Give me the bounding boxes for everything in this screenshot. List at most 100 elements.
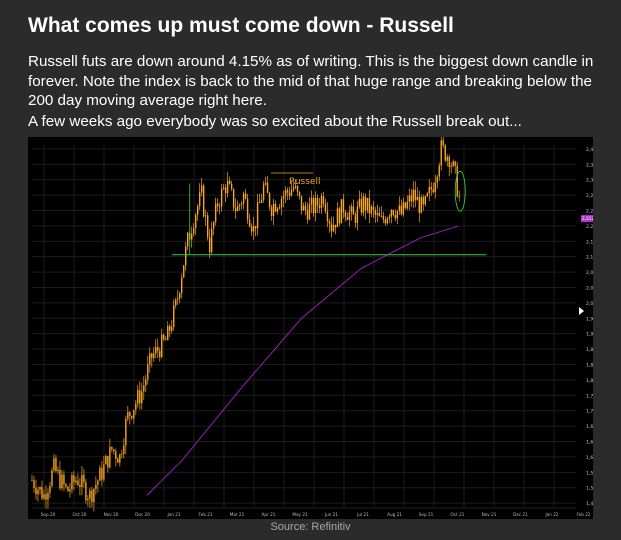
candle-body	[143, 385, 145, 392]
candle-body	[458, 196, 460, 198]
candle-body	[222, 187, 225, 190]
candle-body	[254, 226, 257, 229]
x-tick-label: Jul 21	[356, 512, 369, 517]
y-tick-label: 2,200	[586, 224, 593, 230]
candle-body	[37, 489, 39, 495]
candle-body	[444, 145, 446, 161]
y-tick-label: 2,040	[586, 285, 593, 291]
x-tick-label: Jan 22	[544, 512, 558, 517]
candle-body	[314, 198, 317, 214]
candle-body	[392, 210, 395, 216]
candle-body	[109, 446, 111, 468]
candle-body	[161, 334, 163, 358]
y-tick-label: 1,880	[586, 347, 593, 353]
candle-body	[43, 494, 45, 499]
candle-body	[187, 232, 189, 247]
ma200-line	[146, 225, 459, 496]
candle-body	[204, 215, 207, 217]
candle-body	[105, 456, 107, 465]
candle-body	[63, 474, 65, 485]
candle-body	[242, 193, 245, 204]
candle-body	[334, 224, 337, 228]
russell-series	[31, 135, 460, 512]
candle-body	[330, 223, 333, 232]
x-tick-label: Dec 21	[513, 512, 528, 517]
candle-body	[326, 211, 329, 221]
candle-body	[354, 214, 357, 223]
candle-body	[77, 480, 79, 486]
candle-body	[175, 299, 177, 306]
candle-body	[456, 165, 458, 197]
candle-body	[304, 205, 307, 210]
candle-body	[200, 185, 203, 193]
candle-body	[320, 196, 323, 208]
candle-body	[107, 456, 109, 468]
candle-body	[194, 214, 197, 229]
candle-body	[224, 187, 227, 194]
candle-body	[196, 206, 199, 215]
y-tick-label: 1,840	[586, 363, 593, 369]
candle-body	[418, 196, 420, 213]
candle-body	[356, 206, 359, 223]
candle-body	[236, 205, 239, 212]
candle-body	[75, 480, 77, 483]
candle-body	[384, 219, 387, 224]
x-tick-label: Feb 21	[198, 512, 212, 517]
candle-body	[420, 197, 422, 213]
candle-body	[167, 326, 169, 341]
candle-body	[270, 207, 273, 217]
candle-body	[173, 305, 175, 327]
candle-body	[332, 224, 335, 232]
candle-body	[216, 203, 219, 207]
candle-body	[376, 212, 379, 215]
candle-body	[103, 464, 105, 480]
candle-body	[264, 182, 267, 185]
candle-body	[121, 454, 123, 456]
candle-body	[230, 183, 233, 189]
candle-body	[218, 206, 221, 208]
candle-body	[374, 210, 377, 215]
candle-body	[278, 207, 281, 209]
candle-body	[240, 203, 243, 205]
post-title: What comes up must come down - Russell	[28, 14, 454, 37]
candle-body	[31, 480, 33, 481]
candle-body	[408, 195, 411, 202]
candle-body	[59, 469, 61, 489]
candle-body	[61, 474, 63, 489]
candle-body	[57, 469, 59, 472]
candle-body	[344, 212, 347, 217]
candle-body	[306, 209, 309, 220]
candle-body	[348, 212, 351, 220]
candle-body	[414, 189, 416, 201]
candle-body	[406, 201, 409, 209]
candle-body	[117, 458, 119, 463]
candle-body	[147, 364, 149, 380]
candle-body	[125, 418, 127, 446]
candle-body	[67, 486, 69, 492]
candle-body	[139, 390, 141, 404]
candle-body	[370, 206, 373, 214]
candle-body	[208, 237, 211, 253]
y-tick-label: 2,280	[586, 193, 593, 199]
candle-body	[81, 474, 83, 487]
candle-body	[362, 196, 365, 213]
candle-body	[185, 246, 187, 266]
chart-legend-label: Russell	[289, 177, 320, 187]
candle-body	[324, 203, 327, 212]
last-price-badge	[581, 215, 596, 223]
candle-body	[386, 218, 389, 224]
candle-body	[398, 205, 401, 212]
candle-body	[416, 196, 418, 201]
candle-body	[274, 204, 277, 212]
candle-body	[258, 202, 261, 204]
candle-body	[308, 204, 311, 220]
candle-body	[290, 189, 293, 196]
candle-body	[51, 470, 53, 486]
x-tick-label: Oct 21	[451, 512, 465, 517]
chart-source: Source: Refinitiv	[270, 521, 351, 533]
y-tick-label: 2,360	[586, 162, 593, 168]
x-tick-label: Apr 21	[262, 512, 276, 517]
candle-body	[159, 351, 161, 358]
y-tick-label: 1,800	[586, 378, 593, 384]
candle-body	[404, 202, 407, 209]
